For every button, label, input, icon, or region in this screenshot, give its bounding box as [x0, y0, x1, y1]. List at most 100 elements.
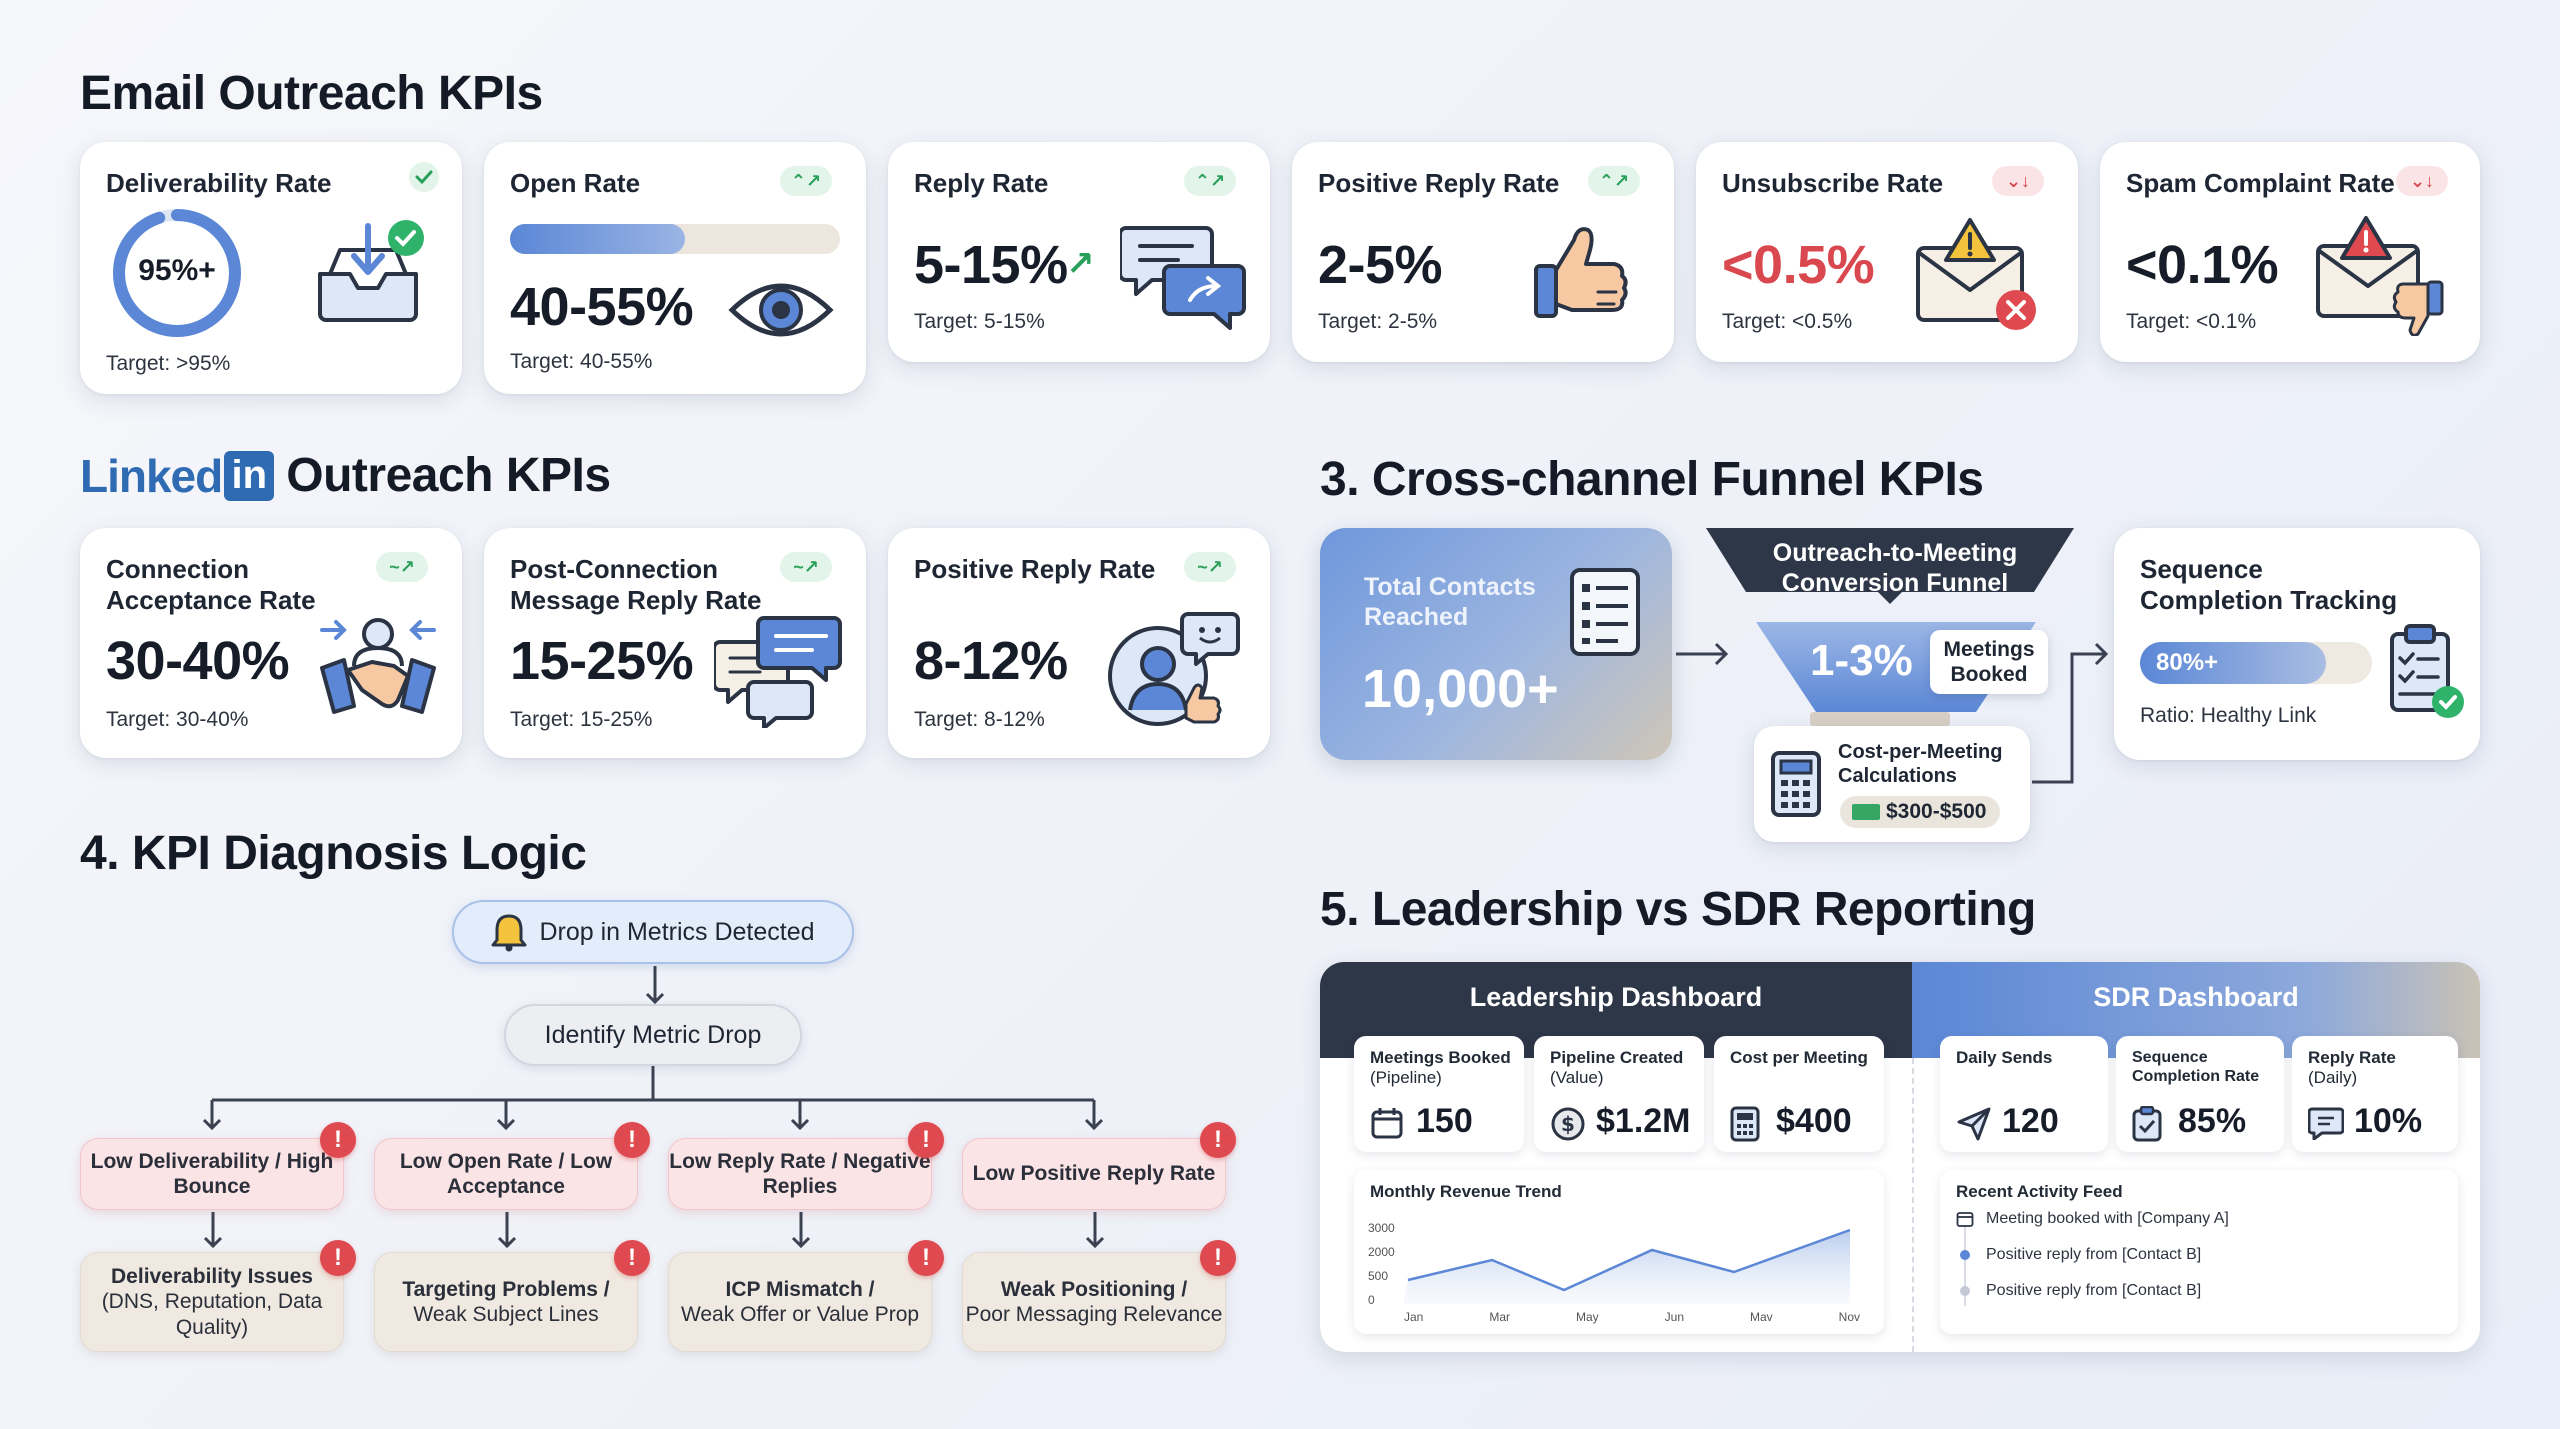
post-connection-value: 15-25% [510, 631, 694, 691]
connection-acceptance-card[interactable]: Connection Acceptance Rate ~↗ 30-40% Targ… [80, 528, 462, 758]
check-icon [398, 162, 450, 192]
tree-connector [202, 1066, 1104, 1131]
identify-metric-drop[interactable]: Identify Metric Drop [504, 1004, 802, 1066]
target-text: Target: <0.5% [1722, 310, 1853, 333]
cost-per-meeting-tile[interactable]: Cost per Meeting $400 [1714, 1036, 1884, 1152]
meetings-booked-tile[interactable]: Meetings Booked (Pipeline) 150 [1354, 1036, 1524, 1152]
total-contacts-card[interactable]: Total Contacts Reached 10,000+ [1320, 528, 1672, 760]
bell-icon [491, 912, 527, 952]
inbox-download-icon [308, 212, 428, 337]
calendar-icon [1956, 1212, 1974, 1227]
reporting-dashboard: Leadership Dashboard SDR Dashboard Meeti… [1320, 962, 2480, 1352]
alert-icon: ! [320, 1240, 356, 1276]
alert-icon: ! [1200, 1122, 1236, 1158]
trend-up-icon: ~↗ [1184, 552, 1236, 582]
linkedin-positive-value: 8-12% [914, 631, 1068, 691]
total-contacts-label: Total Contacts Reached [1364, 573, 1536, 631]
card-title: Post-Connection Message Reply Rate [510, 554, 762, 616]
trend-line [1404, 1228, 1851, 1304]
feed-item[interactable]: Meeting booked with [Company A] [1956, 1210, 2229, 1228]
positive-reply-value: 2-5% [1318, 235, 1443, 295]
cause-weak-positioning[interactable]: Weak Positioning / Poor Messaging Relevan… [962, 1252, 1226, 1352]
activity-feed[interactable]: Recent Activity Feed Meeting booked with… [1940, 1170, 2458, 1334]
chat-bubbles-icon [1118, 220, 1250, 335]
target-text: Target: >95% [106, 352, 231, 375]
card-title: Positive Reply Rate [1318, 168, 1560, 198]
post-connection-reply-card[interactable]: Post-Connection Message Reply Rate ~↗ 15-… [484, 528, 866, 758]
open-rate-card[interactable]: Open Rate ⌃↗ 40-55% Target: 40-55% [484, 142, 866, 394]
trend-down-icon: ⌄↓ [2396, 166, 2448, 196]
linkedin-positive-reply-card[interactable]: Positive Reply Rate ~↗ 8-12% Target: 8-1… [888, 528, 1270, 758]
dot-icon [1960, 1286, 1970, 1296]
feed-item[interactable]: Positive reply from [Contact B] [1956, 1246, 2201, 1264]
eye-icon [726, 270, 836, 355]
metrics-drop-alert[interactable]: Drop in Metrics Detected [452, 900, 854, 964]
connector-arrow [2032, 642, 2109, 784]
sdr-header: SDR Dashboard [2093, 982, 2299, 1012]
cost-per-meeting-card[interactable]: Cost-per-Meeting Calculations $300-$500 [1754, 726, 2030, 842]
trend-title: Monthly Revenue Trend [1370, 1182, 1562, 1201]
card-title: Sequence Completion Tracking [2140, 554, 2398, 616]
unsubscribe-value: <0.5% [1722, 235, 1875, 295]
target-text: Target: 15-25% [510, 708, 653, 731]
target-text: Target: 8-12% [914, 708, 1045, 731]
sequence-progress-track: 80%+ [2140, 642, 2372, 684]
reporting-section-title: 5. Leadership vs SDR Reporting [1320, 883, 2036, 936]
sequence-completion-tile[interactable]: Sequence Completion Rate 85% [2116, 1036, 2284, 1152]
trend-up-icon: ⌃↗ [1184, 166, 1236, 196]
revenue-trend-chart[interactable]: Monthly Revenue Trend 3000 2000 500 0 Ja… [1354, 1170, 1884, 1334]
unsubscribe-rate-card[interactable]: Unsubscribe Rate ⌄↓ <0.5% Target: <0.5% [1696, 142, 2078, 362]
send-icon [1956, 1106, 1992, 1147]
deliverability-card[interactable]: Deliverability Rate 95%+ Target: >95% [80, 142, 462, 394]
feed-item[interactable]: Positive reply from [Contact B] [1956, 1282, 2201, 1300]
trend-up-icon: ⌃↗ [780, 166, 832, 196]
symptom-open-rate[interactable]: Low Open Rate / Low Acceptance [374, 1138, 638, 1210]
daily-sends-tile[interactable]: Daily Sends 120 [1940, 1036, 2108, 1152]
cause-deliverability[interactable]: Deliverability Issues (DNS, Reputation, D… [80, 1252, 344, 1352]
trend-down-icon: ⌄↓ [1992, 166, 2044, 196]
cash-icon [1852, 804, 1880, 820]
calculator-icon [1730, 1106, 1760, 1147]
trend-x-ticks: Jan Mar May Jun Mav Nov [1404, 1310, 1860, 1324]
down-arrow [203, 1212, 223, 1249]
reply-rate-daily-tile[interactable]: Reply Rate (Daily) 10% [2292, 1036, 2458, 1152]
clipboard-check-icon [2386, 622, 2466, 727]
down-arrow [497, 1212, 517, 1249]
spam-complaint-rate-card[interactable]: Spam Complaint Rate ⌄↓ <0.1% Target: <0.… [2100, 142, 2480, 362]
deliverability-value: 95%+ [138, 254, 216, 287]
symptom-positive-reply[interactable]: Low Positive Reply Rate [962, 1138, 1226, 1210]
card-title: Connection Acceptance Rate [106, 554, 316, 616]
reply-rate-card[interactable]: Reply Rate ⌃↗ 5-15% ↗ Target: 5-15% [888, 142, 1270, 362]
total-contacts-value: 10,000+ [1362, 659, 1559, 719]
thumbs-up-icon [1526, 216, 1636, 331]
pipeline-created-tile[interactable]: Pipeline Created (Value) $ $1.2M [1534, 1036, 1704, 1152]
funnel-section-title: 3. Cross-channel Funnel KPIs [1320, 453, 1984, 506]
open-rate-value: 40-55% [510, 277, 694, 337]
cause-icp-mismatch[interactable]: ICP Mismatch / Weak Offer or Value Prop [668, 1252, 932, 1352]
open-rate-progress-track [510, 224, 840, 254]
handshake-icon [318, 608, 438, 733]
alert-icon: ! [614, 1122, 650, 1158]
alert-icon: ! [614, 1240, 650, 1276]
cause-targeting[interactable]: Targeting Problems / Weak Subject Lines [374, 1252, 638, 1352]
messages-icon [712, 612, 844, 733]
email-section-title: Email Outreach KPIs [80, 67, 543, 120]
card-title: Deliverability Rate [106, 168, 332, 198]
sequence-progress-fill: 80%+ [2140, 642, 2326, 684]
down-arrow [791, 1212, 811, 1249]
trend-up-icon: ~↗ [376, 552, 428, 582]
funnel-title: Outreach-to-Meeting Conversion Funnel [1772, 539, 2018, 597]
alert-icon: ! [320, 1122, 356, 1158]
funnel-value: 1-3% [1810, 636, 1913, 685]
connection-acceptance-value: 30-40% [106, 631, 290, 691]
positive-reply-rate-card[interactable]: Positive Reply Rate ⌃↗ 2-5% Target: 2-5% [1292, 142, 1674, 362]
sequence-completion-card[interactable]: Sequence Completion Tracking 80%+ Ratio:… [2114, 528, 2480, 760]
meetings-booked-badge: Meetings Booked [1930, 630, 2048, 694]
open-rate-progress-fill [510, 224, 685, 254]
dollar-icon: $ [1550, 1106, 1586, 1147]
symptom-reply-rate[interactable]: Low Reply Rate / Negative Replies [668, 1138, 932, 1210]
alert-icon: ! [908, 1122, 944, 1158]
calendar-icon [1370, 1106, 1404, 1145]
diagnosis-section-title: 4. KPI Diagnosis Logic [80, 827, 587, 880]
symptom-deliverability[interactable]: Low Deliverability / High Bounce [80, 1138, 344, 1210]
